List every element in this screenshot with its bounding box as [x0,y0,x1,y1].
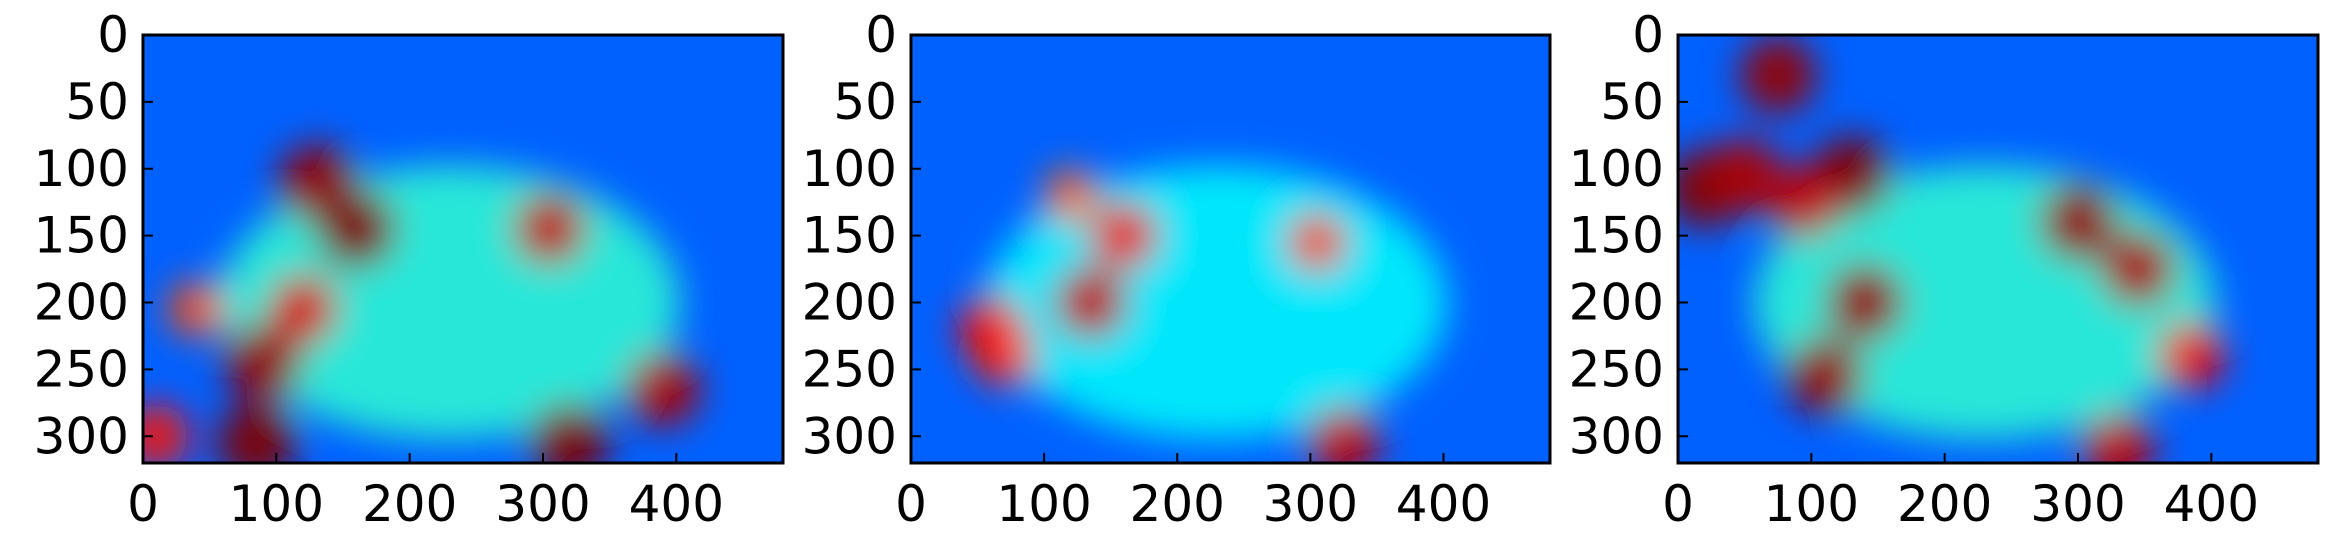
x-tick-label: 100 [229,475,324,533]
heatmap-hotspot [1054,266,1127,339]
heatmap-hotspot [529,402,610,463]
heatmap-hotspot [143,404,189,463]
heatmap-hotspot [973,325,1036,387]
y-tick-label: 150 [1569,207,1664,265]
x-tick-label: 0 [127,475,159,533]
y-tick-label: 100 [1569,140,1664,198]
y-tick-label: 50 [833,73,897,131]
y-tick-label: 0 [1632,6,1664,64]
x-tick-label: 400 [2164,475,2259,533]
y-tick-label: 50 [1600,73,1664,131]
x-tick-label: 300 [2030,475,2125,533]
y-tick-label: 50 [65,73,129,131]
heatmap-hotspot [2039,183,2117,261]
heatmap-hotspot [2157,322,2225,390]
y-tick-label: 200 [34,274,129,332]
y-tick-label: 200 [1569,274,1664,332]
x-tick-label: 200 [362,475,457,533]
y-tick-label: 100 [34,140,129,198]
y-tick-label: 250 [802,340,897,398]
x-tick-label: 100 [996,475,1091,533]
y-tick-label: 150 [802,207,897,265]
heatmap-hotspot [1307,406,1380,463]
y-tick-label: 250 [1569,340,1664,398]
y-tick-label: 150 [34,207,129,265]
heatmap-hotspot [1043,168,1098,223]
heatmap-hotspot [224,323,302,402]
heatmap-hotspot [2081,413,2155,463]
heatmap-hotspot [268,274,338,344]
heatmap-hotspot [1707,138,1783,213]
heatmap-panel-3: 0 100 200 300 400 0 50 100 150 200 250 300 [1569,6,2320,533]
y-tick-label: 300 [34,407,129,465]
heatmap-hotspot [168,280,225,338]
heatmap-hotspot [1739,36,1817,114]
x-tick-label: 200 [1897,475,1992,533]
x-tick-label: 300 [1263,475,1358,533]
heatmap-panel-1: 0 100 200 300 400 0 50 100 150 200 250 300 [34,6,785,533]
y-tick-label: 300 [802,407,897,465]
heatmap-hotspot [625,352,701,427]
heatmap-hotspot [2100,231,2176,307]
heatmap-hotspot [1825,263,1904,342]
heatmap-hotspot [316,188,397,269]
y-tick-label: 0 [97,6,129,64]
x-tick-label: 0 [1662,475,1694,533]
axes-frame [909,33,1552,465]
heatmap-hotspot [513,192,586,266]
x-tick-label: 400 [629,475,724,533]
axes-frame [1676,33,2320,465]
x-tick-label: 400 [1396,475,1491,533]
x-tick-label: 300 [495,475,590,533]
x-tick-label: 100 [1764,475,1859,533]
y-tick-label: 100 [802,140,897,198]
heatmap-hotspot [1785,337,1864,415]
axes-frame [141,33,785,465]
y-tick-label: 200 [802,274,897,332]
heatmap-panel-2: 0 100 200 300 400 0 50 100 150 200 250 300 [802,6,1552,533]
heatmap-hotspot [1287,212,1347,272]
x-tick-label: 0 [895,475,927,533]
y-tick-label: 0 [865,6,897,64]
heatmap-hotspot [216,402,297,463]
y-tick-label: 300 [1569,407,1664,465]
heatmap-hotspot [1090,202,1158,270]
heatmap-hotspot [1768,166,1841,239]
x-tick-label: 200 [1130,475,1225,533]
y-tick-label: 250 [34,340,129,398]
